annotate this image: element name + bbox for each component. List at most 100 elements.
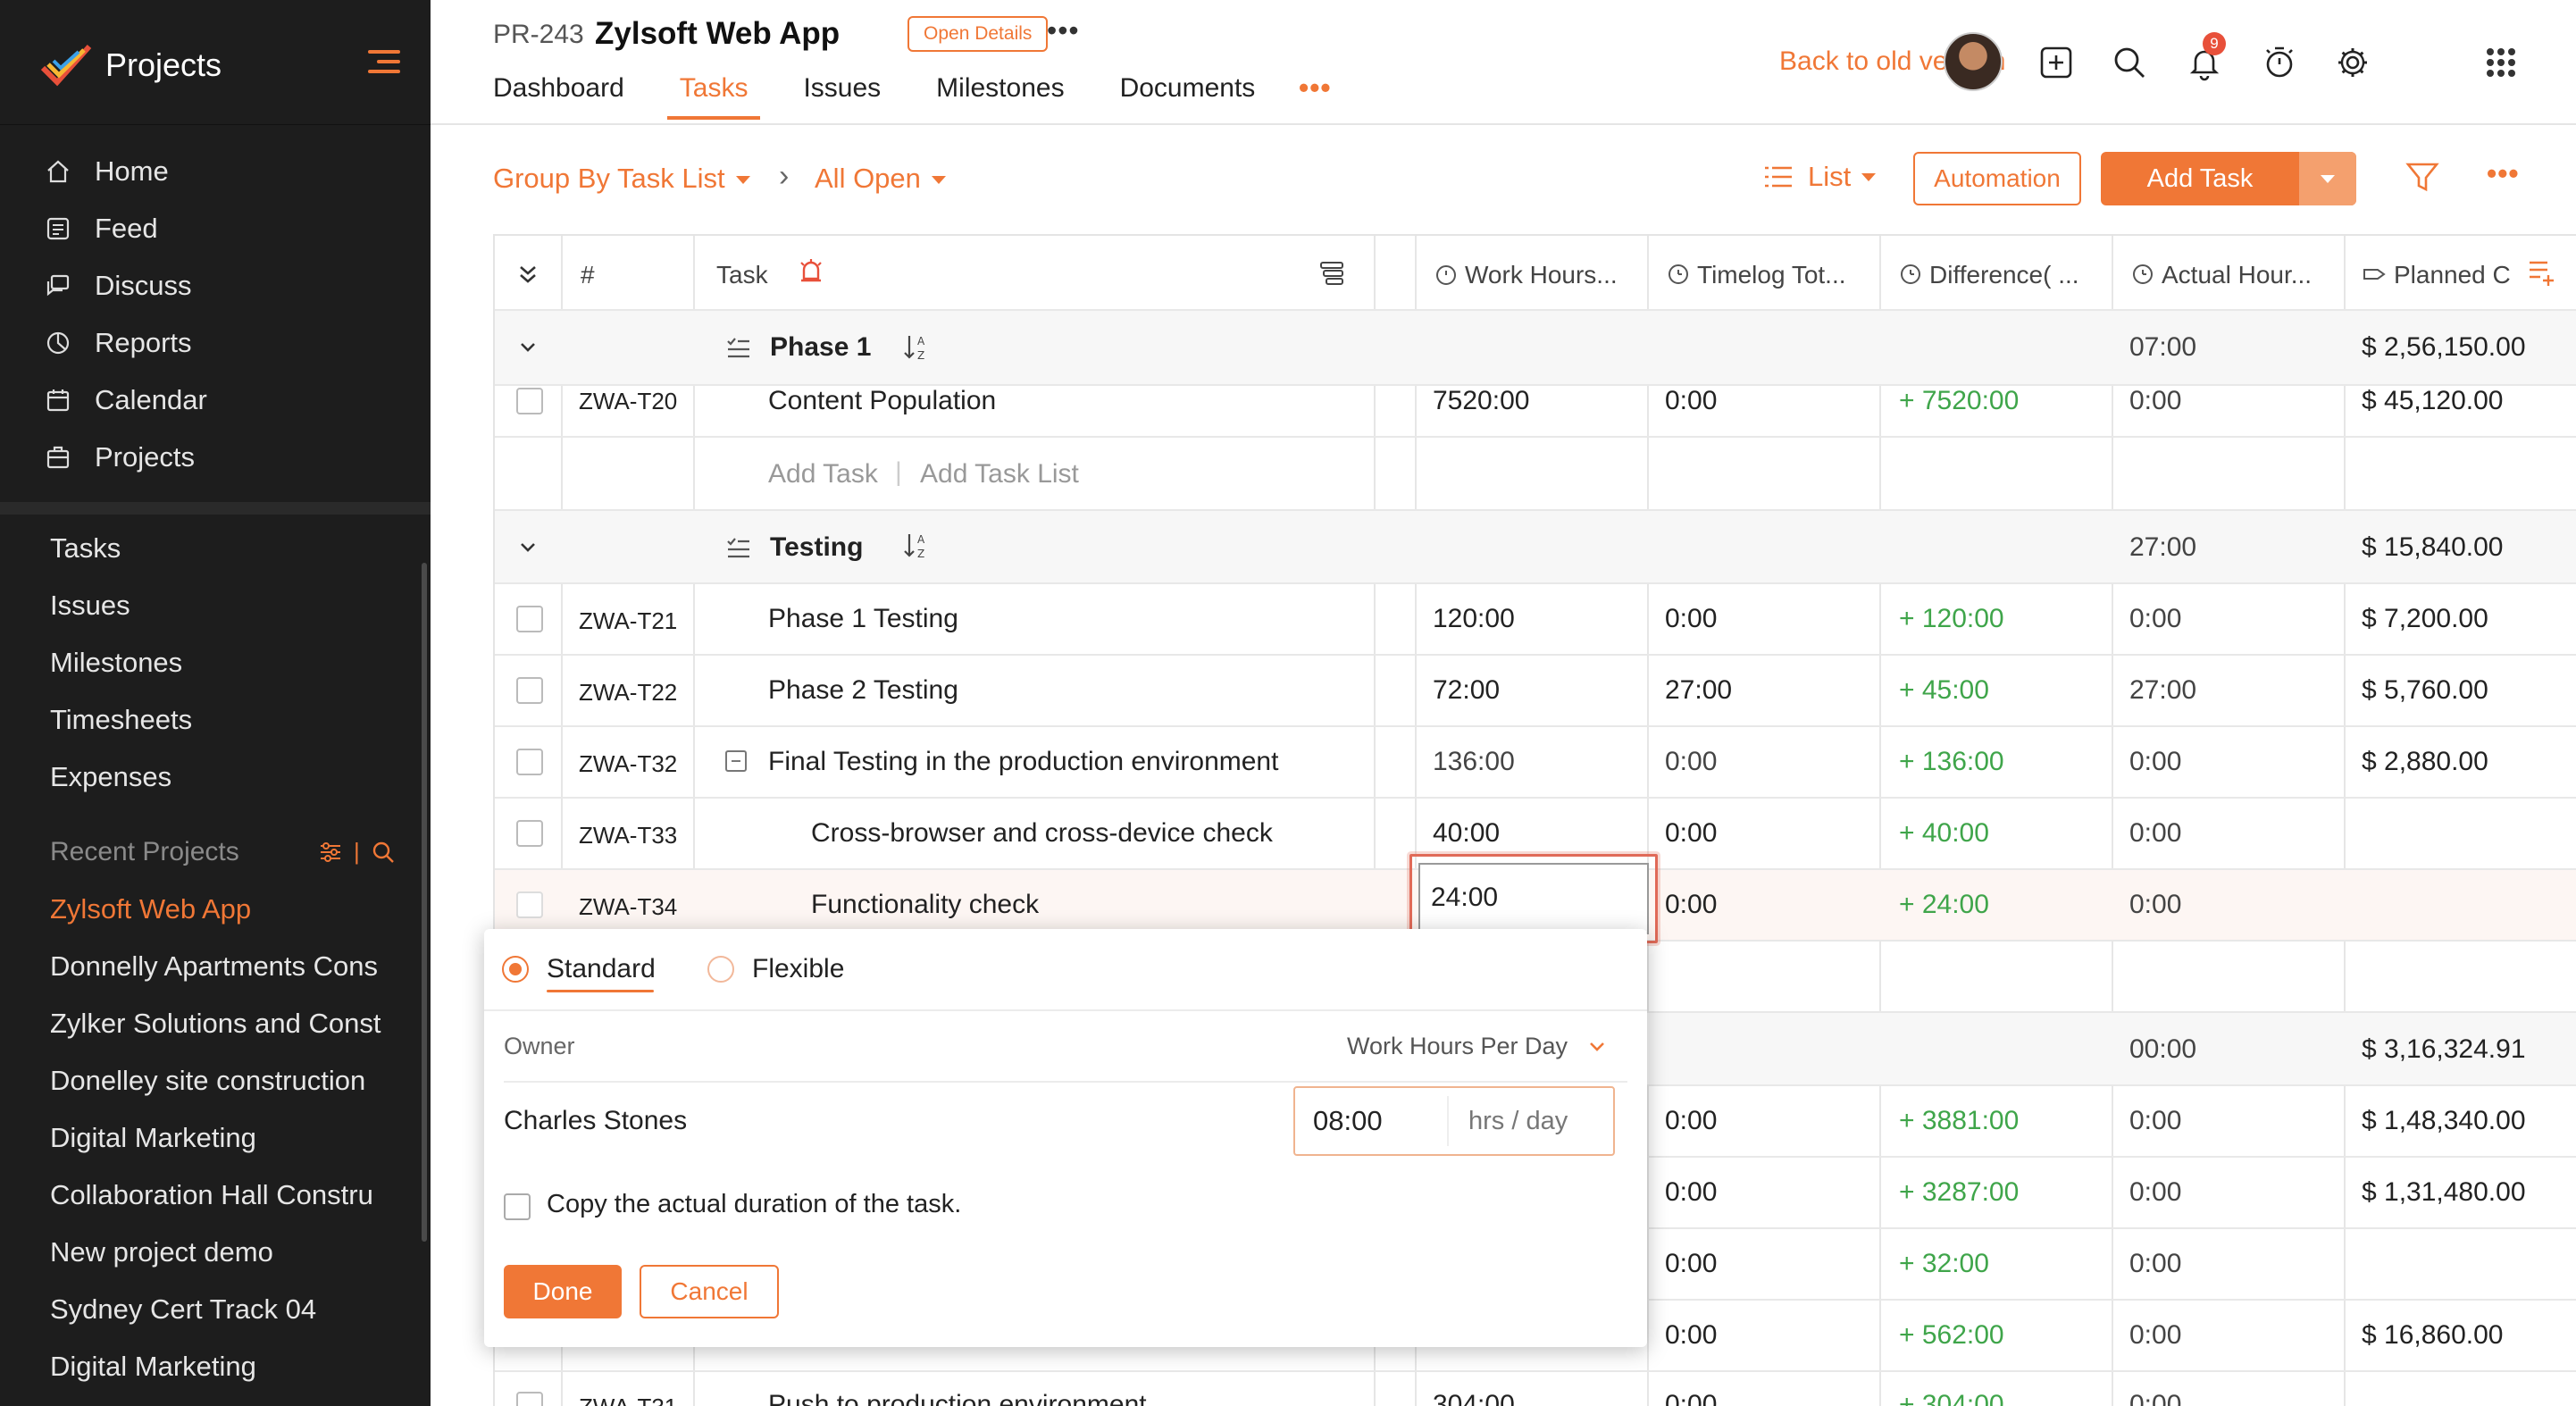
row-checkbox[interactable] <box>516 820 543 847</box>
table-row[interactable]: ZWA-T22 Phase 2 Testing 72:00 27:00 + 45… <box>495 656 2576 727</box>
chevron-down-icon[interactable] <box>518 538 538 557</box>
recent-project-item[interactable]: Digital Marketing <box>50 1122 256 1153</box>
table-row[interactable]: 0:00 + 562:00 0:00 $ 16,860.00 <box>495 1301 2576 1372</box>
view-filter-dropdown[interactable]: All Open <box>815 163 946 195</box>
work-hours-value[interactable]: 120:00 <box>1433 604 1515 633</box>
table-row[interactable]: ZWA-T21 Phase 1 Testing 120:00 0:00 + 12… <box>495 584 2576 656</box>
radio-flexible-label[interactable]: Flexible <box>752 954 845 983</box>
task-id[interactable]: ZWA-T33 <box>579 822 678 849</box>
task-name[interactable]: Push to production environment <box>768 1390 1147 1406</box>
task-name[interactable]: Phase 1 Testing <box>768 604 958 633</box>
column-header-work-hours[interactable]: Work Hours... <box>1465 261 1618 289</box>
table-row[interactable]: ZWA-T31 Push to production environment 3… <box>495 1372 2576 1406</box>
table-row[interactable]: ZWA-T20 Content Population 7520:00 0:00 … <box>495 386 2576 438</box>
recent-project-item[interactable]: New project demo <box>50 1236 273 1268</box>
row-checkbox[interactable] <box>516 1392 543 1406</box>
tab-issues[interactable]: Issues <box>803 73 882 103</box>
sidebar-item-expenses[interactable]: Expenses <box>50 761 172 792</box>
hours-per-day-field[interactable]: 08:00 hrs / day <box>1293 1086 1615 1156</box>
task-name[interactable]: Functionality check <box>811 890 1040 919</box>
copy-duration-label[interactable]: Copy the actual duration of the task. <box>547 1190 962 1218</box>
add-task-button[interactable]: Add Task <box>2101 152 2356 205</box>
sort-icon[interactable]: AZ <box>902 332 933 363</box>
timer-icon[interactable] <box>2260 43 2299 82</box>
copy-duration-checkbox[interactable] <box>504 1193 531 1220</box>
sidebar-item-timesheets[interactable]: Timesheets <box>50 704 193 735</box>
radio-flexible[interactable] <box>707 956 734 983</box>
work-hours-value[interactable]: 304:00 <box>1433 1390 1515 1406</box>
sidebar-item-calendar[interactable]: Calendar <box>0 372 431 429</box>
row-checkbox[interactable] <box>516 891 543 918</box>
add-task-list-link[interactable]: Add Task List <box>920 459 1079 489</box>
tab-documents[interactable]: Documents <box>1119 73 1256 103</box>
sidebar-item-discuss[interactable]: Discuss <box>0 257 431 314</box>
open-details-button[interactable]: Open Details <box>907 16 1049 52</box>
user-avatar[interactable] <box>1944 32 2003 91</box>
task-id[interactable]: ZWA-T34 <box>579 893 678 920</box>
filter-icon[interactable] <box>2405 159 2440 195</box>
group-by-dropdown[interactable]: Group By Task List <box>493 163 750 195</box>
collapse-all-icon[interactable] <box>516 263 539 286</box>
recent-search-icon[interactable] <box>371 840 396 865</box>
recent-project-item[interactable]: Donelley site construction <box>50 1065 366 1096</box>
column-settings-icon[interactable] <box>1318 259 1345 286</box>
radio-standard-label[interactable]: Standard <box>547 954 656 983</box>
settings-gear-icon[interactable] <box>2333 43 2372 82</box>
reminder-alarm-icon[interactable] <box>799 257 824 284</box>
sort-icon[interactable]: AZ <box>902 531 933 561</box>
radio-standard[interactable] <box>502 956 529 983</box>
tabs-more-icon[interactable]: ••• <box>1299 71 1332 104</box>
task-id[interactable]: ZWA-T21 <box>579 607 678 634</box>
sidebar-item-projects[interactable]: Projects <box>0 429 431 486</box>
recent-project-item[interactable]: Donnelly Apartments Cons <box>50 950 379 982</box>
apps-grid-icon[interactable] <box>2481 43 2521 82</box>
list-view-dropdown[interactable]: List <box>1763 161 1877 193</box>
row-checkbox[interactable] <box>516 606 543 632</box>
sidebar-item-tasks[interactable]: Tasks <box>50 532 121 564</box>
toolbar-more-icon[interactable]: ••• <box>2487 157 2520 189</box>
row-checkbox[interactable] <box>516 749 543 775</box>
add-task-dropdown-icon[interactable] <box>2299 152 2356 205</box>
sidebar-item-issues[interactable]: Issues <box>50 590 130 621</box>
done-button[interactable]: Done <box>504 1265 622 1318</box>
chevron-down-icon[interactable] <box>1588 1040 1606 1054</box>
row-checkbox[interactable] <box>516 388 543 414</box>
column-header-task[interactable]: Task <box>716 261 768 289</box>
sidebar-item-home[interactable]: Home <box>0 143 431 200</box>
work-hours-value[interactable]: 7520:00 <box>1433 386 1530 415</box>
automation-button[interactable]: Automation <box>1913 152 2081 205</box>
task-name[interactable]: Cross-browser and cross-device check <box>811 818 1273 848</box>
sidebar-item-feed[interactable]: Feed <box>0 200 431 257</box>
project-more-icon[interactable]: ••• <box>1047 14 1080 46</box>
add-column-icon[interactable] <box>2526 257 2556 288</box>
chevron-down-icon[interactable] <box>518 338 538 357</box>
sidebar-item-milestones[interactable]: Milestones <box>50 647 183 678</box>
task-id[interactable]: ZWA-T31 <box>579 1393 677 1406</box>
recent-project-item[interactable]: Sydney Cert Track 04 <box>50 1293 317 1325</box>
task-name[interactable]: Content Population <box>768 386 997 415</box>
sidebar-item-reports[interactable]: Reports <box>0 314 431 372</box>
collapse-subtasks-icon[interactable] <box>725 750 747 772</box>
add-task-link[interactable]: Add Task <box>768 459 878 489</box>
tab-tasks[interactable]: Tasks <box>666 73 761 120</box>
recent-filter-icon[interactable] <box>318 840 343 865</box>
task-name[interactable]: Phase 2 Testing <box>768 675 958 705</box>
recent-project-item[interactable]: Zylker Solutions and Const <box>50 1008 381 1039</box>
recent-project-item[interactable]: Zylsoft Web App <box>50 893 252 925</box>
task-id[interactable]: ZWA-T32 <box>579 750 678 777</box>
quick-add-icon[interactable] <box>2037 43 2076 82</box>
hours-per-day-input[interactable]: 08:00 <box>1313 1105 1383 1136</box>
work-hours-value[interactable]: 40:00 <box>1433 818 1501 848</box>
recent-project-item[interactable]: Digital Marketing <box>50 1351 256 1382</box>
task-id[interactable]: ZWA-T22 <box>579 679 678 706</box>
sidebar-scrollbar[interactable] <box>422 563 427 1242</box>
table-row[interactable]: ZWA-T32 Final Testing in the production … <box>495 727 2576 799</box>
cancel-button[interactable]: Cancel <box>640 1265 779 1318</box>
search-icon[interactable] <box>2110 43 2149 82</box>
recent-project-item[interactable]: Collaboration Hall Constru <box>50 1179 373 1210</box>
row-checkbox[interactable] <box>516 677 543 704</box>
column-header-planned-cost[interactable]: Planned C <box>2394 261 2511 289</box>
menu-toggle-icon[interactable] <box>368 50 400 77</box>
